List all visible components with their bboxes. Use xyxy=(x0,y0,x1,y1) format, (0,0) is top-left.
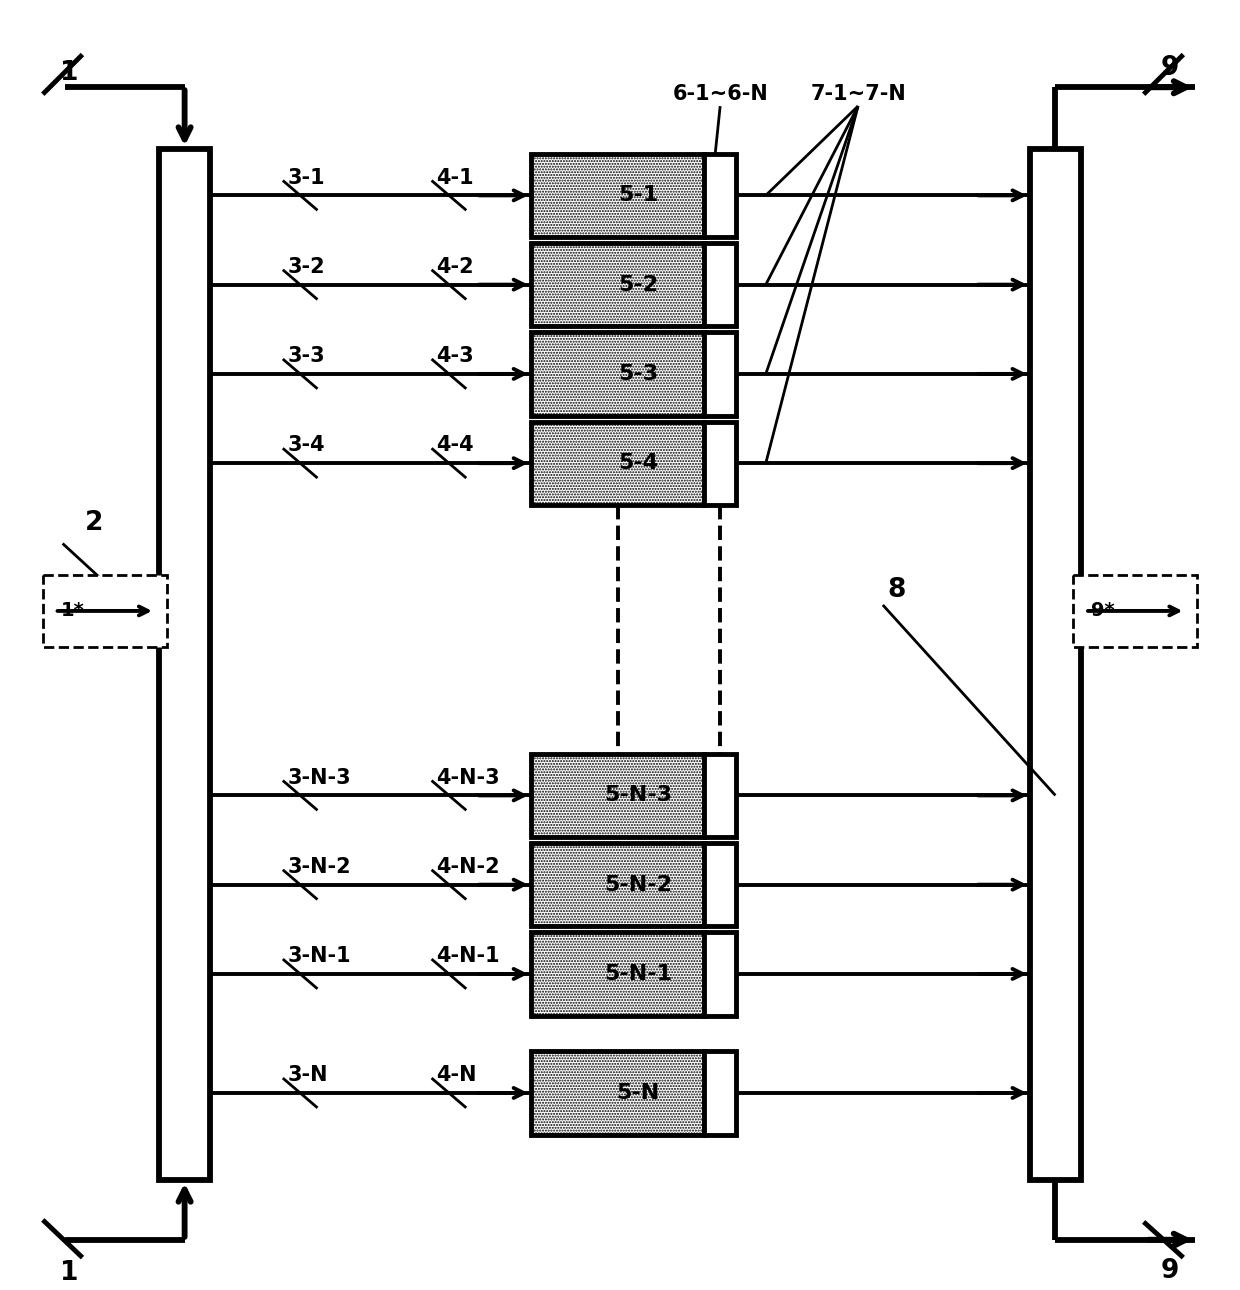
Text: 3-N-3: 3-N-3 xyxy=(288,768,351,788)
Text: 3-N-2: 3-N-2 xyxy=(288,857,351,877)
Text: 4-3: 4-3 xyxy=(436,346,474,366)
Text: 6-1~6-N: 6-1~6-N xyxy=(672,84,768,104)
Text: 7-1~7-N: 7-1~7-N xyxy=(810,84,906,104)
Bar xyxy=(704,333,737,415)
Bar xyxy=(43,575,166,646)
Text: 3-3: 3-3 xyxy=(288,346,325,366)
Bar xyxy=(1074,575,1197,646)
Bar xyxy=(704,753,737,837)
Text: 4-N-3: 4-N-3 xyxy=(436,768,500,788)
Text: 3-N-1: 3-N-1 xyxy=(288,946,351,966)
Text: 5-N-2: 5-N-2 xyxy=(604,875,672,895)
Bar xyxy=(531,422,704,504)
Bar xyxy=(531,333,704,415)
Text: 8: 8 xyxy=(888,577,906,604)
Bar xyxy=(704,844,737,926)
Text: 1: 1 xyxy=(60,1259,78,1286)
Text: 5-4: 5-4 xyxy=(619,453,658,473)
Text: 5-2: 5-2 xyxy=(619,275,658,294)
Text: 5-3: 5-3 xyxy=(619,364,658,384)
Bar xyxy=(531,1051,704,1135)
Bar xyxy=(531,844,704,926)
Text: 4-4: 4-4 xyxy=(436,435,474,455)
Text: 2: 2 xyxy=(84,510,103,535)
Bar xyxy=(531,243,704,326)
Text: 4-N-2: 4-N-2 xyxy=(436,857,500,877)
Text: 4-N: 4-N xyxy=(436,1066,477,1085)
Text: 5-N-3: 5-N-3 xyxy=(604,786,672,805)
Text: 3-N: 3-N xyxy=(288,1066,329,1085)
Bar xyxy=(704,1051,737,1135)
Bar xyxy=(704,154,737,237)
Bar xyxy=(1029,148,1081,1180)
Text: 5-1: 5-1 xyxy=(619,186,658,205)
Bar xyxy=(531,933,704,1015)
Bar xyxy=(704,933,737,1015)
Bar xyxy=(159,148,211,1180)
Text: 4-1: 4-1 xyxy=(436,168,474,187)
Bar xyxy=(704,422,737,504)
Text: 9: 9 xyxy=(1161,54,1179,80)
Text: 4-N-1: 4-N-1 xyxy=(436,946,500,966)
Bar xyxy=(531,154,704,237)
Text: 9: 9 xyxy=(1161,1258,1179,1284)
Text: 3-2: 3-2 xyxy=(288,257,325,277)
Text: 3-4: 3-4 xyxy=(288,435,325,455)
Text: 4-2: 4-2 xyxy=(436,257,474,277)
Text: 3-1: 3-1 xyxy=(288,168,325,187)
Text: 1*: 1* xyxy=(61,601,84,620)
Text: 5-N: 5-N xyxy=(616,1082,660,1103)
Bar xyxy=(531,753,704,837)
Text: 5-N-1: 5-N-1 xyxy=(604,964,672,984)
Text: 1: 1 xyxy=(60,59,78,85)
Bar xyxy=(704,243,737,326)
Text: 9*: 9* xyxy=(1091,601,1115,620)
